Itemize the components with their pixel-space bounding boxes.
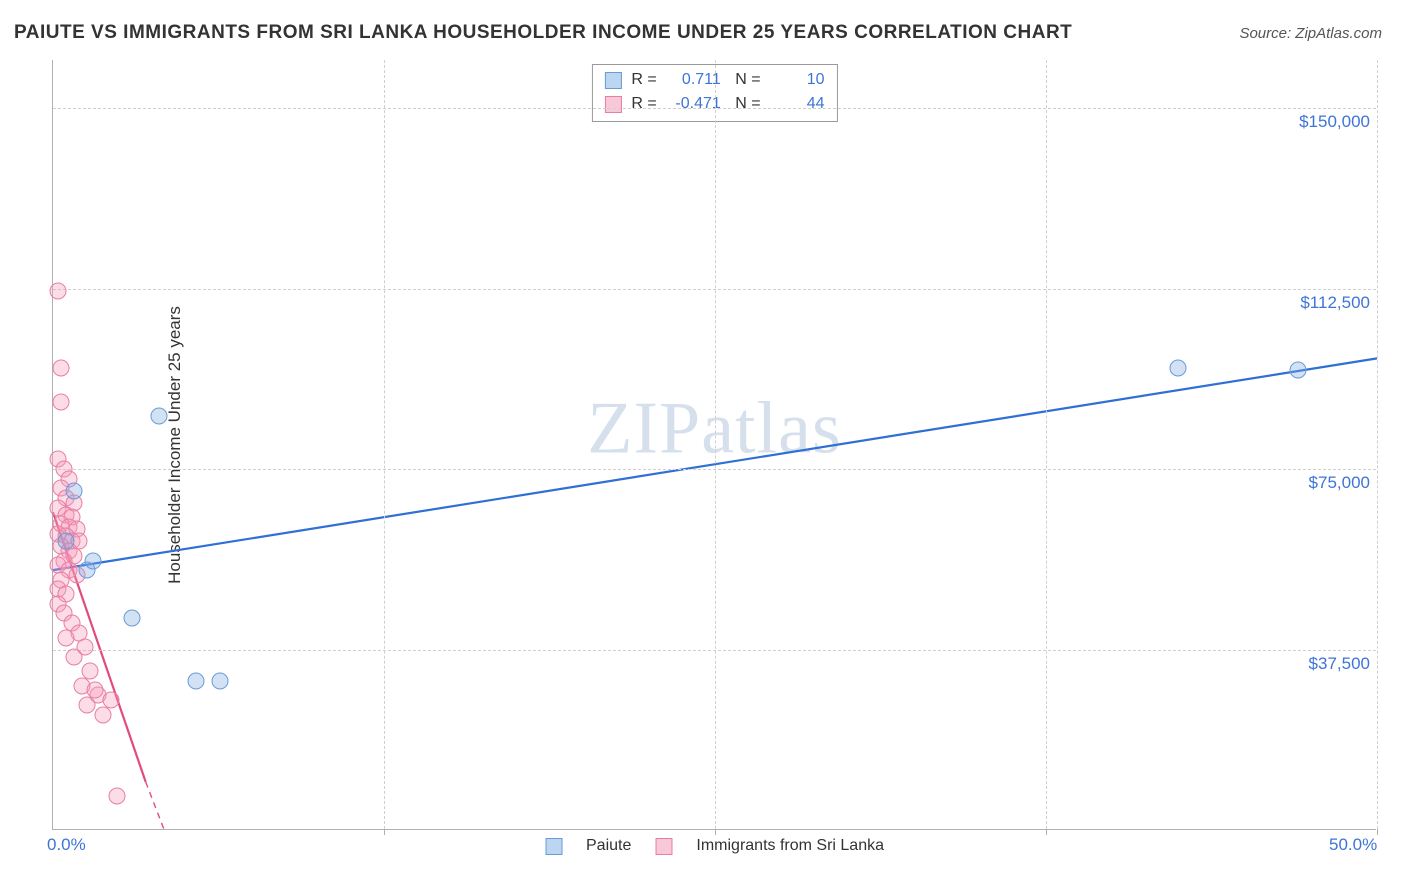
- legend-r-label: R =: [631, 92, 656, 116]
- data-point-paiute: [84, 552, 101, 569]
- data-point-paiute: [211, 672, 228, 689]
- data-point-sri_lanka: [52, 360, 69, 377]
- data-point-paiute: [58, 533, 75, 550]
- legend-n-value: 10: [771, 68, 825, 92]
- data-point-sri_lanka: [50, 283, 67, 300]
- data-point-paiute: [187, 672, 204, 689]
- data-point-sri_lanka: [95, 706, 112, 723]
- legend-r-value: -0.471: [667, 92, 721, 116]
- data-point-paiute: [1170, 360, 1187, 377]
- data-point-sri_lanka: [58, 629, 75, 646]
- legend-n-value: 44: [771, 92, 825, 116]
- data-point-paiute: [66, 482, 83, 499]
- data-point-sri_lanka: [108, 788, 125, 805]
- legend-swatch-paiute: [604, 72, 621, 89]
- legend-swatch-srilanka: [655, 838, 672, 855]
- x-tick-label: 0.0%: [47, 835, 86, 855]
- legend-n-label: N =: [731, 92, 761, 116]
- y-tick-label: $150,000: [1299, 112, 1370, 132]
- legend-series: Paiute Immigrants from Sri Lanka: [545, 837, 884, 855]
- data-point-sri_lanka: [103, 692, 120, 709]
- page-title: PAIUTE VS IMMIGRANTS FROM SRI LANKA HOUS…: [14, 22, 1072, 44]
- data-point-paiute: [124, 610, 141, 627]
- gridline-v: [384, 60, 385, 829]
- data-point-paiute: [150, 408, 167, 425]
- y-tick-label: $112,500: [1300, 293, 1370, 313]
- gridline-v: [1377, 60, 1378, 829]
- legend-swatch-paiute: [545, 838, 562, 855]
- legend-r-label: R =: [631, 68, 656, 92]
- scatter-plot: ZIPatlas R = 0.711 N = 10 R = -0.471 N =…: [52, 60, 1376, 830]
- legend-label-srilanka: Immigrants from Sri Lanka: [696, 837, 884, 855]
- data-point-paiute: [1289, 362, 1306, 379]
- y-tick-label: $75,000: [1309, 473, 1370, 493]
- gridline-v: [1046, 60, 1047, 829]
- source-attribution: Source: ZipAtlas.com: [1239, 25, 1382, 42]
- legend-swatch-srilanka: [604, 96, 621, 113]
- x-tick-label: 50.0%: [1329, 835, 1377, 855]
- gridline-v: [715, 60, 716, 829]
- legend-label-paiute: Paiute: [586, 837, 631, 855]
- data-point-sri_lanka: [79, 696, 96, 713]
- data-point-sri_lanka: [52, 393, 69, 410]
- legend-r-value: 0.711: [667, 68, 721, 92]
- data-point-sri_lanka: [87, 682, 104, 699]
- trend-ext-sri_lanka: [146, 782, 165, 830]
- legend-n-label: N =: [731, 68, 761, 92]
- y-tick-label: $37,500: [1309, 654, 1370, 674]
- data-point-sri_lanka: [66, 648, 83, 665]
